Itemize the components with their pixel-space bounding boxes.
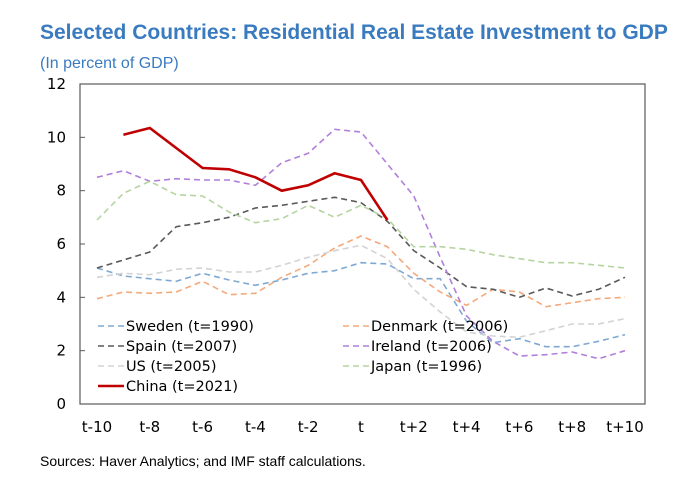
y-tick-label: 12 — [47, 75, 66, 93]
y-tick-label: 2 — [56, 342, 66, 360]
y-tick-label: 4 — [56, 288, 66, 306]
series-line-japan — [96, 180, 626, 269]
series-line-spain — [96, 196, 626, 299]
legend-label: Ireland (t=2006) — [371, 339, 492, 355]
x-tick-label: t-6 — [192, 418, 213, 436]
series-line-ireland — [96, 128, 626, 360]
x-tick-label: t+8 — [558, 418, 586, 436]
series-line-china — [123, 126, 389, 221]
y-tick-label: 8 — [56, 182, 66, 200]
x-tick-label: t-8 — [139, 418, 160, 436]
plot-frame — [79, 83, 646, 405]
source-note: Sources: Haver Analytics; and IMF staff … — [40, 453, 366, 469]
x-tick-label: t+4 — [453, 418, 481, 436]
x-tick-label: t+2 — [400, 418, 428, 436]
chart-title: Selected Countries: Residential Real Est… — [40, 21, 668, 44]
x-tick-label: t-4 — [245, 418, 266, 436]
x-tick-label: t-10 — [82, 418, 112, 436]
legend-label: Denmark (t=2006) — [371, 319, 508, 335]
x-tick-label: t+10 — [606, 418, 644, 436]
x-tick-label: t+6 — [505, 418, 533, 436]
legend-label: Spain (t=2007) — [126, 339, 237, 355]
legend-label: Japan (t=1996) — [370, 359, 482, 375]
chart-subtitle: (In percent of GDP) — [40, 55, 179, 72]
chart-title-block: Selected Countries: Residential Real Est… — [40, 18, 680, 78]
y-tick-label: 10 — [47, 128, 66, 146]
x-tick-label: t-2 — [298, 418, 319, 436]
legend-label: China (t=2021) — [126, 379, 238, 395]
series-line-denmark — [96, 235, 626, 308]
y-tick-label: 0 — [56, 395, 66, 413]
x-tick-label: t — [358, 418, 364, 436]
y-tick-label: 6 — [56, 235, 66, 253]
legend-label: Sweden (t=1990) — [126, 319, 254, 335]
legend-label: US (t=2005) — [126, 359, 216, 375]
